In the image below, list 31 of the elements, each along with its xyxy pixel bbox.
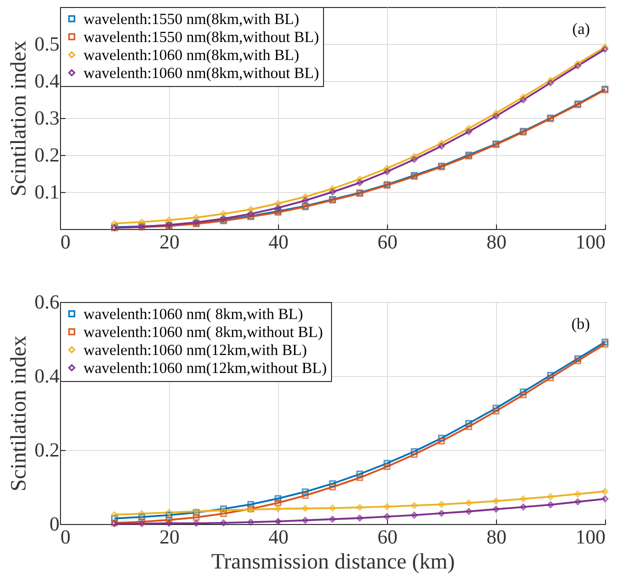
y-tick-label: 0.1 (34, 182, 60, 204)
y-tick-label: 0.6 (34, 292, 60, 314)
y-axis-title: Scintilation index (6, 336, 30, 492)
legend-label: wavelenth:1060 nm(8km,without BL) (84, 64, 319, 82)
x-tick-label: 80 (486, 232, 506, 254)
x-tick-label: 20 (160, 232, 180, 254)
y-tick-label: 0.5 (34, 34, 60, 56)
legend-label: wavelenth:1060 nm( 8km,with BL) (84, 306, 304, 323)
x-tick-label: 40 (268, 232, 288, 254)
x-tick-label: 100 (576, 232, 606, 254)
legend-label: wavelenth:1060 nm( 8km,without BL) (84, 324, 323, 341)
y-tick-label: 0.4 (34, 366, 60, 388)
annotation: (b) (571, 316, 590, 333)
x-axis-title: Transmission distance (km) (211, 548, 455, 574)
annotation: (a) (572, 21, 590, 38)
legend-label: wavelenth:1060 nm(12km,with BL) (84, 342, 307, 359)
legend-label: wavelenth:1550 nm(8km,without BL) (84, 28, 319, 46)
x-tick-label: 20 (160, 526, 180, 548)
y-tick-label: 0.3 (34, 108, 60, 130)
y-tick-label: 0.2 (34, 144, 60, 166)
y-tick-label: 0.2 (34, 440, 60, 462)
legend-label: wavelenth:1550 nm(8km,with BL) (84, 10, 300, 28)
legend-label: wavelenth:1060 nm(8km,with BL) (84, 46, 300, 64)
x-tick-label: 40 (268, 526, 288, 548)
x-tick-label: 80 (486, 526, 506, 548)
x-tick-label: 60 (378, 526, 398, 548)
y-tick-label: 0.4 (34, 70, 60, 92)
x-tick-label: 60 (378, 232, 398, 254)
legend-label: wavelenth:1060 nm(12km,without BL) (84, 360, 327, 377)
y-axis-title: Scintilation index (6, 40, 30, 196)
x-tick-label: 100 (576, 526, 606, 548)
